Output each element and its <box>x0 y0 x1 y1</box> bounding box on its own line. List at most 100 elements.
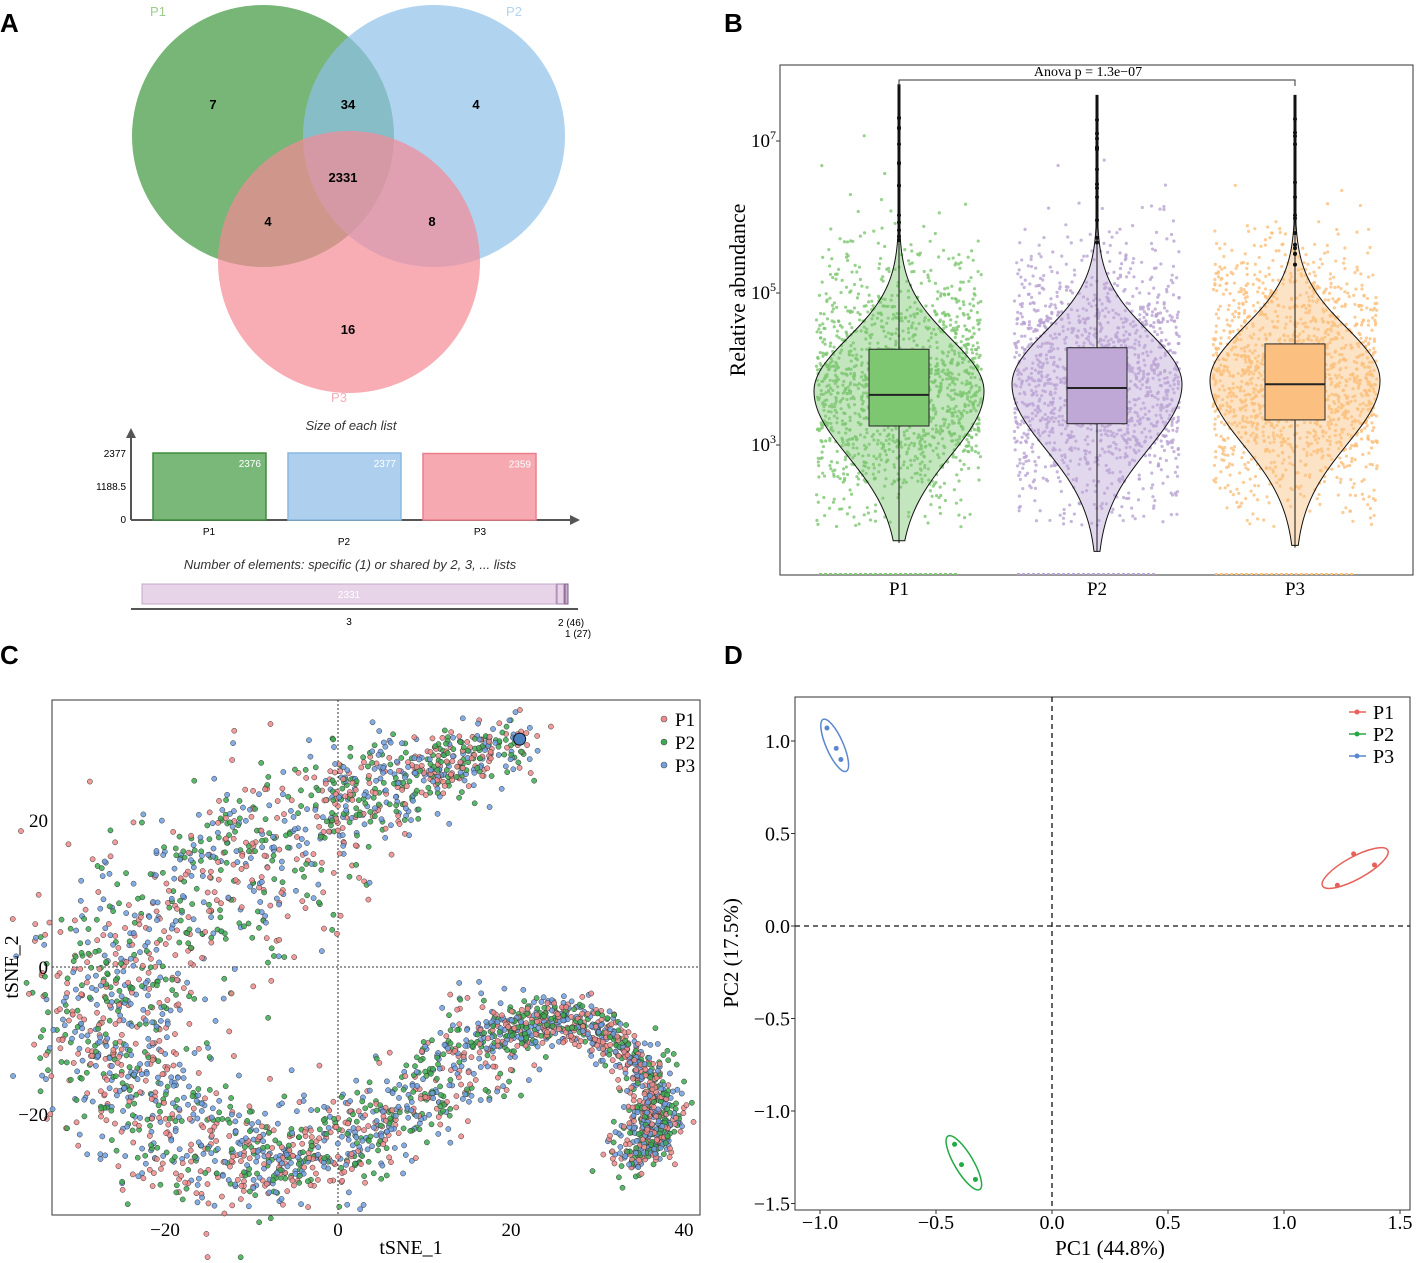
data-point <box>828 506 832 510</box>
data-point <box>174 927 180 934</box>
data-point <box>947 350 951 354</box>
data-point <box>1043 304 1048 308</box>
data-point <box>850 326 854 330</box>
data-point <box>835 334 839 338</box>
data-point <box>974 433 978 437</box>
data-point <box>936 290 940 294</box>
data-point <box>957 421 961 425</box>
data-point <box>1353 457 1357 462</box>
data-point <box>915 343 919 347</box>
data-point <box>952 407 956 411</box>
data-point <box>833 364 837 368</box>
data-point <box>950 328 954 333</box>
data-point <box>1176 446 1180 451</box>
data-point <box>1020 334 1024 338</box>
data-point <box>1135 286 1139 291</box>
data-point <box>973 356 977 360</box>
data-point <box>825 317 830 321</box>
data-point <box>960 381 964 385</box>
data-point <box>1334 259 1338 263</box>
data-point <box>1302 261 1306 265</box>
data-point <box>1360 479 1364 484</box>
data-point <box>1320 262 1324 266</box>
data-point <box>823 377 827 381</box>
data-point <box>1276 278 1280 282</box>
data-point <box>1347 295 1351 299</box>
data-point <box>93 916 100 923</box>
data-point <box>943 313 948 317</box>
data-point <box>952 388 956 392</box>
data-point <box>858 312 862 317</box>
data-point <box>1281 242 1285 246</box>
data-point <box>1225 465 1229 470</box>
data-point <box>1161 433 1165 438</box>
data-point <box>970 448 974 452</box>
data-point <box>1150 310 1155 314</box>
data-point <box>816 522 820 527</box>
data-point <box>823 414 828 418</box>
data-point <box>1369 522 1374 526</box>
data-point <box>1030 445 1034 450</box>
data-point <box>1232 315 1236 319</box>
data-point <box>1245 518 1249 523</box>
data-point <box>846 403 850 407</box>
data-point <box>1223 423 1227 427</box>
data-point <box>829 410 833 414</box>
data-point <box>1231 272 1235 276</box>
data-point <box>1118 513 1122 518</box>
data-point <box>938 485 942 489</box>
data-point <box>1366 436 1370 440</box>
data-point <box>934 446 938 450</box>
data-point <box>952 421 956 425</box>
data-point <box>815 330 819 334</box>
data-point <box>884 453 889 457</box>
data-point <box>903 316 907 320</box>
data-point <box>1336 232 1340 236</box>
data-point <box>1118 227 1122 231</box>
data-point <box>196 1045 202 1052</box>
data-point <box>893 315 897 319</box>
data-point <box>1371 429 1375 433</box>
data-point <box>934 313 938 317</box>
data-point <box>845 240 850 244</box>
data-point <box>415 816 422 822</box>
data-point <box>875 442 880 446</box>
data-point <box>1213 283 1217 287</box>
data-point <box>840 325 844 329</box>
data-point <box>915 312 919 316</box>
data-point <box>926 273 930 277</box>
data-point <box>930 380 934 384</box>
data-point <box>1218 246 1222 251</box>
data-point <box>827 247 831 252</box>
data-point <box>950 348 954 352</box>
data-point <box>1140 260 1144 264</box>
data-point <box>1219 445 1224 450</box>
data-point <box>1146 307 1151 311</box>
data-point <box>977 478 981 482</box>
data-point <box>878 256 883 261</box>
data-point <box>943 363 947 367</box>
data-point <box>845 472 850 477</box>
data-point <box>1143 323 1147 327</box>
data-point <box>950 419 954 423</box>
data-point <box>1371 273 1375 277</box>
data-point <box>1160 330 1164 335</box>
data-point <box>616 1174 622 1181</box>
data-point <box>929 336 933 340</box>
data-point <box>840 419 845 423</box>
data-point <box>1164 338 1168 342</box>
data-point <box>1110 510 1114 514</box>
data-point <box>1263 243 1267 247</box>
data-point <box>940 437 945 441</box>
data-point <box>979 367 983 371</box>
data-point <box>1058 284 1062 289</box>
box <box>1264 343 1326 421</box>
venn-diagram: P1 P2 P3 7 34 4 2331 4 8 16 <box>132 4 565 405</box>
data-point <box>883 449 887 453</box>
data-point <box>1031 442 1035 446</box>
data-point <box>977 385 982 390</box>
data-point <box>929 356 933 360</box>
data-point <box>861 391 866 395</box>
data-point <box>1171 281 1175 285</box>
data-point <box>1230 248 1234 252</box>
